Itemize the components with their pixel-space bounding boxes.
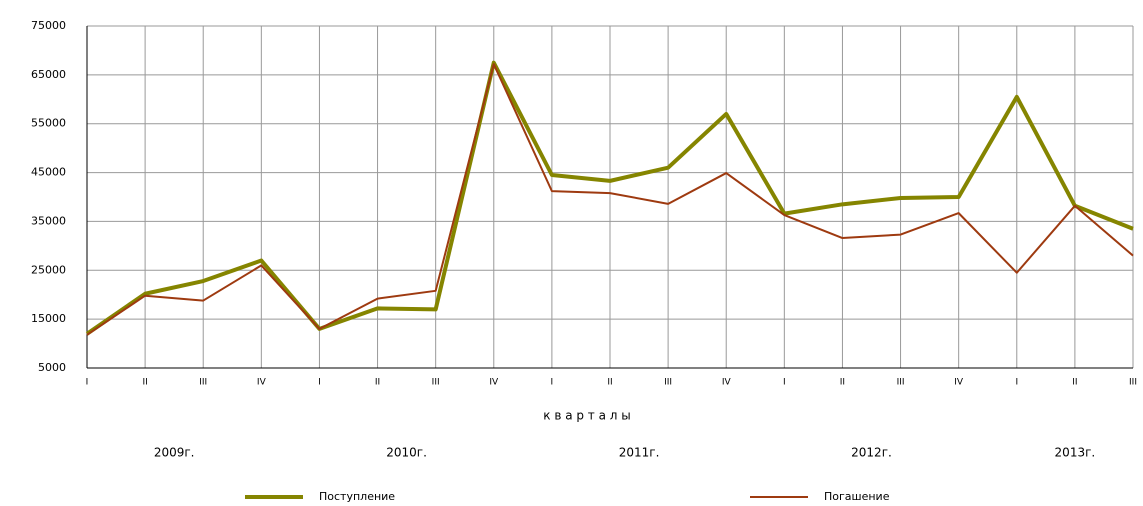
series-line — [85, 60, 1134, 336]
y-tick-label: 45000 — [31, 166, 66, 179]
year-label: 2009г. — [154, 446, 195, 460]
y-tick-label: 25000 — [31, 263, 66, 276]
y-tick-label: 5000 — [38, 361, 66, 374]
year-label: 2010г. — [386, 446, 427, 460]
x-tick-label: I — [318, 378, 321, 388]
y-tick-label: 75000 — [31, 19, 66, 32]
y-tick-label: 35000 — [31, 214, 66, 227]
x-tick-label: IV — [257, 378, 267, 388]
year-label: 2013г. — [1055, 446, 1096, 460]
x-tick-label: IV — [489, 378, 499, 388]
y-tick-label: 55000 — [31, 117, 66, 130]
x-tick-label: III — [1129, 378, 1137, 388]
x-tick-label: II — [142, 378, 147, 388]
x-tick-label: II — [1072, 378, 1077, 388]
year-label: 2011г. — [619, 446, 660, 460]
x-tick-label: IV — [954, 378, 964, 388]
legend-label: Поступление — [319, 490, 395, 503]
x-tick-label: II — [607, 378, 612, 388]
x-axis-title: к в а р т а л ы — [543, 409, 630, 423]
x-tick-label: III — [199, 378, 207, 388]
x-tick-label: I — [86, 378, 89, 388]
x-tick-label: I — [1015, 378, 1018, 388]
series-line — [86, 63, 1134, 336]
x-tick-label: I — [783, 378, 786, 388]
x-tick-label: IV — [722, 378, 732, 388]
x-tick-label: II — [375, 378, 380, 388]
x-tick-label: III — [432, 378, 440, 388]
x-tick-label: III — [897, 378, 905, 388]
y-tick-label: 65000 — [31, 68, 66, 81]
x-tick-label: I — [551, 378, 554, 388]
year-label: 2012г. — [851, 446, 892, 460]
legend-label: Погашение — [824, 490, 890, 503]
y-tick-label: 15000 — [31, 312, 66, 325]
x-tick-label: II — [840, 378, 845, 388]
x-tick-label: III — [664, 378, 672, 388]
